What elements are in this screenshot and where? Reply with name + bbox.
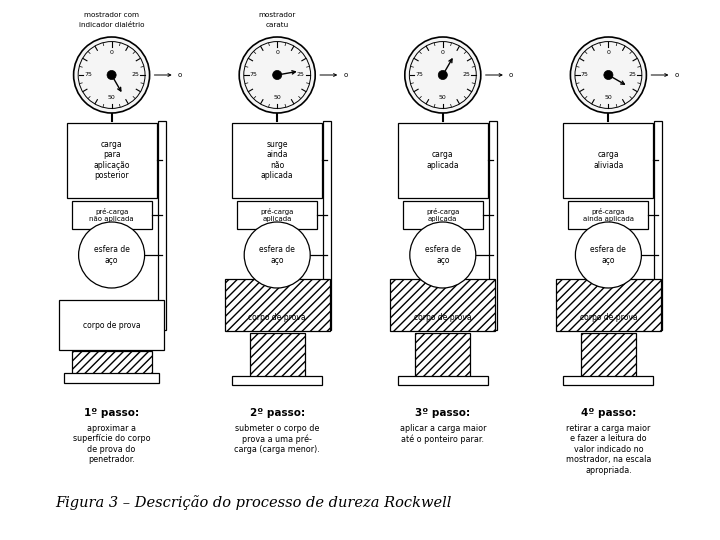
Circle shape: [438, 70, 447, 79]
Text: o: o: [178, 72, 182, 78]
Text: Figura 3 – Descrição do processo de dureza Rockwell: Figura 3 – Descrição do processo de dure…: [55, 495, 451, 510]
Bar: [66, 123, 157, 198]
Text: 75: 75: [250, 72, 258, 78]
Circle shape: [575, 222, 642, 288]
Bar: [237, 201, 318, 229]
Text: esfera de
aço: esfera de aço: [94, 245, 130, 265]
Circle shape: [410, 222, 476, 288]
Circle shape: [107, 70, 116, 79]
Text: carga
aliviada: carga aliviada: [593, 150, 624, 170]
Text: mostrador: mostrador: [258, 12, 296, 18]
Text: 1º passo:: 1º passo:: [84, 408, 139, 418]
Text: mostrador com: mostrador com: [84, 12, 139, 18]
Text: aproximar a
superfície do corpo
de prova do
penetrador.: aproximar a superfície do corpo de prova…: [73, 424, 150, 464]
Bar: [71, 201, 152, 229]
Bar: [489, 121, 497, 330]
Text: pré-carga
aplicada: pré-carga aplicada: [426, 208, 459, 222]
Bar: [415, 333, 470, 377]
Text: corpo de prova: corpo de prova: [248, 313, 306, 321]
Circle shape: [239, 37, 315, 113]
Text: 0: 0: [441, 50, 445, 55]
Text: 25: 25: [462, 72, 470, 78]
Text: 50: 50: [274, 95, 281, 100]
Text: 25: 25: [628, 72, 636, 78]
Bar: [250, 333, 305, 377]
Bar: [563, 376, 654, 385]
Bar: [232, 376, 323, 385]
Text: retirar a carga maior
e fazer a leitura do
valor indicado no
mostrador, na escal: retirar a carga maior e fazer a leitura …: [566, 424, 651, 475]
Text: 75: 75: [415, 72, 423, 78]
Bar: [158, 121, 166, 330]
Bar: [397, 376, 488, 385]
Bar: [64, 373, 159, 383]
Text: 0: 0: [606, 50, 611, 55]
Bar: [402, 201, 483, 229]
Text: corpo de prova: corpo de prova: [414, 313, 472, 321]
Bar: [232, 123, 323, 198]
Text: 25: 25: [297, 72, 305, 78]
Text: aplicar a carga maior
até o ponteiro parar.: aplicar a carga maior até o ponteiro par…: [400, 424, 486, 444]
Text: esfera de
aço: esfera de aço: [259, 245, 295, 265]
Text: esfera de
aço: esfera de aço: [425, 245, 461, 265]
Circle shape: [73, 37, 150, 113]
Text: o: o: [675, 72, 679, 78]
Text: 2º passo:: 2º passo:: [250, 408, 305, 418]
Bar: [563, 123, 654, 198]
Text: 0: 0: [275, 50, 279, 55]
Text: 0: 0: [109, 50, 114, 55]
Bar: [390, 279, 495, 331]
Text: surge
ainda
não
aplicada: surge ainda não aplicada: [261, 140, 294, 180]
Circle shape: [405, 37, 481, 113]
Text: submeter o corpo de
prova a uma pré-
carga (carga menor).: submeter o corpo de prova a uma pré- car…: [234, 424, 320, 454]
Text: pré-carga
ainda aplicada: pré-carga ainda aplicada: [583, 208, 634, 222]
Bar: [397, 123, 488, 198]
Text: pré-carga
não aplicada: pré-carga não aplicada: [89, 208, 134, 222]
Text: 25: 25: [131, 72, 139, 78]
Text: 50: 50: [605, 95, 612, 100]
Text: pré-carga
aplicada: pré-carga aplicada: [261, 208, 294, 222]
Text: esfera de
aço: esfera de aço: [590, 245, 626, 265]
Bar: [568, 201, 649, 229]
Circle shape: [570, 37, 647, 113]
Circle shape: [273, 70, 282, 79]
Text: carga
aplicada: carga aplicada: [426, 150, 459, 170]
Bar: [581, 333, 636, 377]
Circle shape: [244, 222, 310, 288]
Text: 75: 75: [581, 72, 589, 78]
Text: o: o: [509, 72, 513, 78]
Bar: [225, 279, 330, 331]
Text: 50: 50: [439, 95, 446, 100]
Bar: [59, 300, 164, 350]
Bar: [323, 121, 331, 330]
Text: 50: 50: [108, 95, 115, 100]
Text: 3º passo:: 3º passo:: [415, 408, 470, 418]
Text: 4º passo:: 4º passo:: [581, 408, 636, 418]
Text: caratu: caratu: [266, 22, 289, 28]
Text: corpo de prova: corpo de prova: [83, 321, 140, 329]
Text: carga
para
aplicação
posterior: carga para aplicação posterior: [94, 140, 130, 180]
Text: corpo de prova: corpo de prova: [580, 313, 637, 321]
Text: indicador dialétrio: indicador dialétrio: [79, 22, 144, 28]
Bar: [654, 121, 662, 330]
Bar: [556, 279, 661, 331]
Text: o: o: [343, 72, 348, 78]
Text: 75: 75: [84, 72, 92, 78]
Circle shape: [604, 70, 613, 79]
Circle shape: [78, 222, 145, 288]
Bar: [71, 351, 152, 379]
